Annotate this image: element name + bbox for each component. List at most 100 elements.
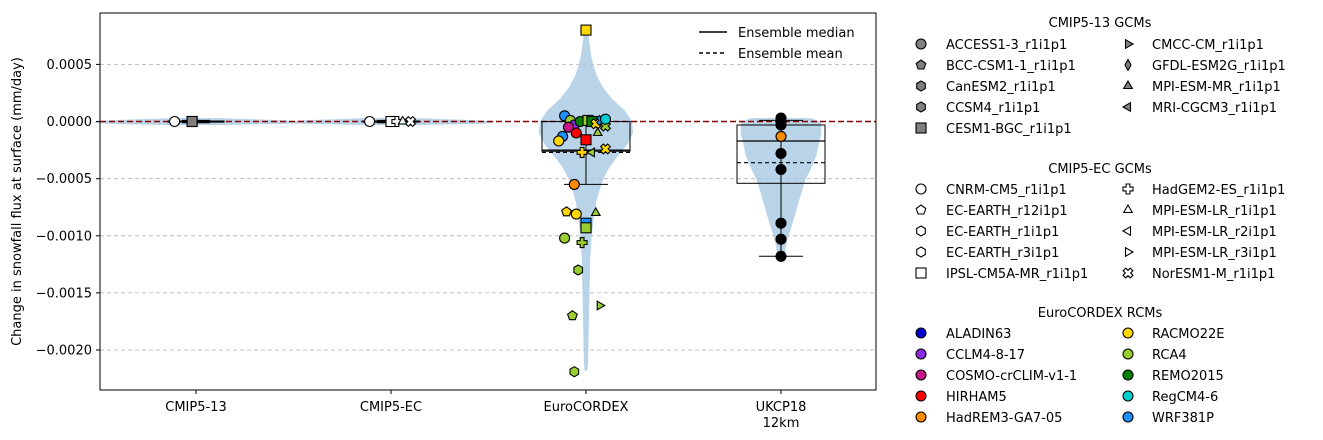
line-legend-background	[692, 18, 872, 64]
legend-marker	[1122, 369, 1134, 381]
grid-lines	[100, 64, 876, 351]
y-tick-label: 0.0000	[47, 115, 93, 130]
data-point	[397, 115, 408, 125]
legend-item-label: HadGEM2-ES_r1i1p1	[1152, 183, 1285, 198]
legend-marker	[1122, 327, 1134, 339]
legend-item-label: HIRHAM5	[946, 390, 1007, 405]
legend-marker	[1122, 348, 1134, 360]
legend-marker	[1122, 203, 1134, 214]
legend-group-2: EuroCORDEX RCMs ALADIN63 CCLM4-8-17 COSMO-c…	[915, 306, 1224, 426]
legend-item-label: CNRM-CM5_r1i1p1	[946, 183, 1067, 198]
data-point	[775, 250, 787, 262]
legend-marker	[916, 246, 926, 258]
legend-group-1: CMIP5-EC GCMs CNRM-CM5_r1i1p1 EC-EARTH_r12…	[915, 162, 1285, 282]
data-point	[391, 115, 403, 128]
x-tick-label: EuroCORDEX	[544, 400, 629, 415]
data-point	[576, 237, 588, 249]
line-style-legend: Ensemble median Ensemble mean	[692, 18, 872, 64]
legend-item-label: CCLM4-8-17	[946, 348, 1025, 363]
legend-item-label: MPI-ESM-MR_r1i1p1	[1152, 80, 1281, 95]
legend-marker	[915, 183, 927, 195]
legend-item-label: MPI-ESM-LR_r3i1p1	[1152, 246, 1277, 261]
data-point	[364, 115, 376, 128]
legend-marker	[915, 411, 927, 423]
model-points	[169, 24, 787, 378]
legend-marker	[915, 267, 927, 279]
legend-marker	[1124, 246, 1135, 258]
legend-marker	[1122, 267, 1134, 279]
y-tick-label: −0.0020	[36, 344, 92, 359]
legend-marker	[915, 327, 927, 339]
y-axis: 0.0005 0.0000 −0.0005 −0.0010 −0.0015 −0.0020	[36, 58, 100, 359]
legend-marker	[916, 101, 926, 113]
data-point	[775, 217, 787, 229]
legend-item-label: COSMO-crCLIM-v1-1	[946, 369, 1077, 384]
data-point	[561, 206, 572, 217]
data-point	[775, 130, 787, 142]
legend-marker	[1122, 183, 1134, 195]
legend-marker	[1122, 79, 1134, 90]
data-point	[562, 121, 575, 133]
legend-marker	[915, 204, 927, 215]
legend-marker	[1121, 101, 1132, 113]
x-tick-label: CMIP5-13	[165, 400, 226, 415]
legend-item-label: RCA4	[1152, 348, 1187, 363]
plot-frame	[99, 12, 877, 391]
x-tick-label-line2: 12km	[763, 416, 800, 431]
data-point	[596, 300, 606, 311]
legend-item-label: MPI-ESM-LR_r1i1p1	[1152, 204, 1277, 219]
legend-group-title: CMIP5-13 GCMs	[1049, 16, 1152, 31]
legend-item-label: CanESM2_r1i1p1	[946, 80, 1056, 95]
model-legend: CMIP5-13 GCMs ACCESS1-3_r1i1p1 BCC-CSM1-1_…	[915, 16, 1286, 426]
data-point	[169, 115, 181, 128]
legend-marker	[1122, 390, 1134, 402]
data-point	[599, 143, 612, 155]
legend-item-label: EC-EARTH_r1i1p1	[946, 225, 1059, 240]
data-point	[580, 24, 592, 36]
legend-item-label: CCSM4_r1i1p1	[946, 101, 1040, 116]
legend-marker	[915, 59, 927, 70]
data-point	[585, 147, 595, 158]
legend-marker	[915, 38, 927, 50]
legend-item-label: CESM1-BGC_r1i1p1	[946, 122, 1072, 137]
data-point	[580, 222, 592, 234]
data-point	[590, 206, 602, 216]
x-tick-label: CMIP5-EC	[360, 400, 422, 415]
data-point	[592, 126, 603, 137]
legend-item-label: IPSL-CM5A-MR_r1i1p1	[946, 267, 1088, 282]
legend-marker	[915, 390, 927, 402]
legend-marker	[1121, 225, 1132, 237]
legend-item-label: BCC-CSM1-1_r1i1p1	[946, 59, 1076, 74]
legend-marker	[1124, 38, 1135, 50]
data-point	[573, 264, 584, 276]
legend-item-label: WRF381P	[1152, 411, 1214, 426]
legend-marker	[915, 348, 927, 360]
data-point	[568, 178, 580, 190]
y-axis-label: Change in snowfall flux at surface (mm/d…	[10, 57, 25, 346]
data-point	[553, 135, 565, 147]
y-tick-label: −0.0010	[36, 229, 92, 244]
legend-item-label: REMO2015	[1152, 369, 1224, 384]
legend-item-label: MPI-ESM-LR_r2i1p1	[1152, 225, 1277, 240]
legend-line-label: Ensemble mean	[738, 47, 843, 62]
legend-marker	[915, 369, 927, 381]
legend-marker	[1124, 58, 1132, 72]
violins	[92, 30, 822, 371]
legend-marker	[1122, 411, 1134, 423]
x-tick-label: UKCP18	[756, 400, 807, 415]
legend-group-title: CMIP5-EC GCMs	[1048, 162, 1152, 177]
legend-item-label: MRI-CGCM3_r1i1p1	[1152, 101, 1277, 116]
data-point	[775, 163, 787, 176]
violin-2	[539, 30, 633, 371]
y-tick-label: 0.0005	[47, 58, 93, 73]
data-point	[775, 119, 787, 131]
legend-item-label: NorESM1-M_r1i1p1	[1152, 267, 1275, 282]
legend-item-label: EC-EARTH_r12i1p1	[946, 204, 1068, 219]
y-tick-label: −0.0015	[36, 286, 92, 301]
legend-item-label: HadREM3-GA7-05	[946, 411, 1062, 426]
data-point	[576, 146, 588, 158]
legend-item-label: RegCM4-6	[1152, 390, 1218, 405]
data-point	[599, 113, 612, 125]
